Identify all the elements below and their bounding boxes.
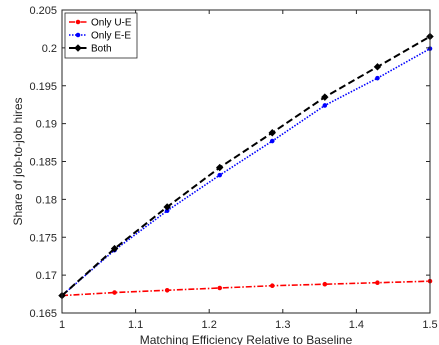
x-tick-label: 1.1 <box>128 319 143 331</box>
y-tick-label: 0.2 <box>42 43 57 55</box>
series-line <box>61 280 431 297</box>
legend-label: Only E-E <box>91 31 131 42</box>
x-axis-label: Matching Efficiency Relative to Baseline <box>140 333 353 345</box>
data-point <box>269 283 275 289</box>
data-point <box>268 128 276 137</box>
y-tick-label: 0.175 <box>29 232 57 244</box>
data-point <box>75 19 81 25</box>
y-tick-label: 0.185 <box>29 157 57 169</box>
y-tick-label: 0.18 <box>36 194 57 206</box>
y-tick-label: 0.205 <box>29 5 57 17</box>
x-tick-label: 1 <box>59 319 65 331</box>
data-point <box>110 244 119 253</box>
data-point <box>322 103 328 108</box>
y-tick-label: 0.19 <box>36 119 57 131</box>
x-tick-label: 1.3 <box>275 319 290 331</box>
plot-area <box>62 10 430 313</box>
data-point <box>375 75 380 81</box>
data-point <box>322 281 328 287</box>
data-point <box>375 280 380 286</box>
data-point <box>75 32 81 38</box>
data-point <box>217 285 223 291</box>
legend-item: Only E-E <box>69 31 131 42</box>
data-point <box>373 63 382 71</box>
legend-label: Only U-E <box>91 18 132 29</box>
x-tick-label: 1.5 <box>422 319 437 331</box>
y-tick-label: 0.17 <box>36 270 57 282</box>
legend-item: Both <box>69 44 112 55</box>
data-point <box>74 44 82 52</box>
legend-item: Only U-E <box>69 18 132 29</box>
y-axis-label: Share of job-to-job hires <box>11 97 25 225</box>
data-point <box>269 138 275 144</box>
ticks-layer: 1 1.1 1.2 1.3 1.4 1.5 0.165 0.17 0.175 0.18 0.185 0… <box>29 5 437 331</box>
data-point <box>217 172 223 178</box>
plot-background <box>62 10 430 313</box>
data-point <box>321 93 329 101</box>
data-point <box>112 290 117 295</box>
x-tick-label: 1.2 <box>202 319 217 331</box>
data-point <box>164 287 170 293</box>
series-both <box>58 32 434 300</box>
legend-label: Both <box>91 44 112 55</box>
legend: Only U-E Only E-E Both <box>64 12 138 59</box>
y-tick-label: 0.195 <box>29 81 57 93</box>
x-tick-label: 1.4 <box>349 319 364 331</box>
series-layer <box>58 32 434 300</box>
y-tick-label: 0.165 <box>29 308 57 320</box>
data-point <box>216 163 224 172</box>
data-point <box>163 203 171 211</box>
series-line <box>61 35 431 297</box>
